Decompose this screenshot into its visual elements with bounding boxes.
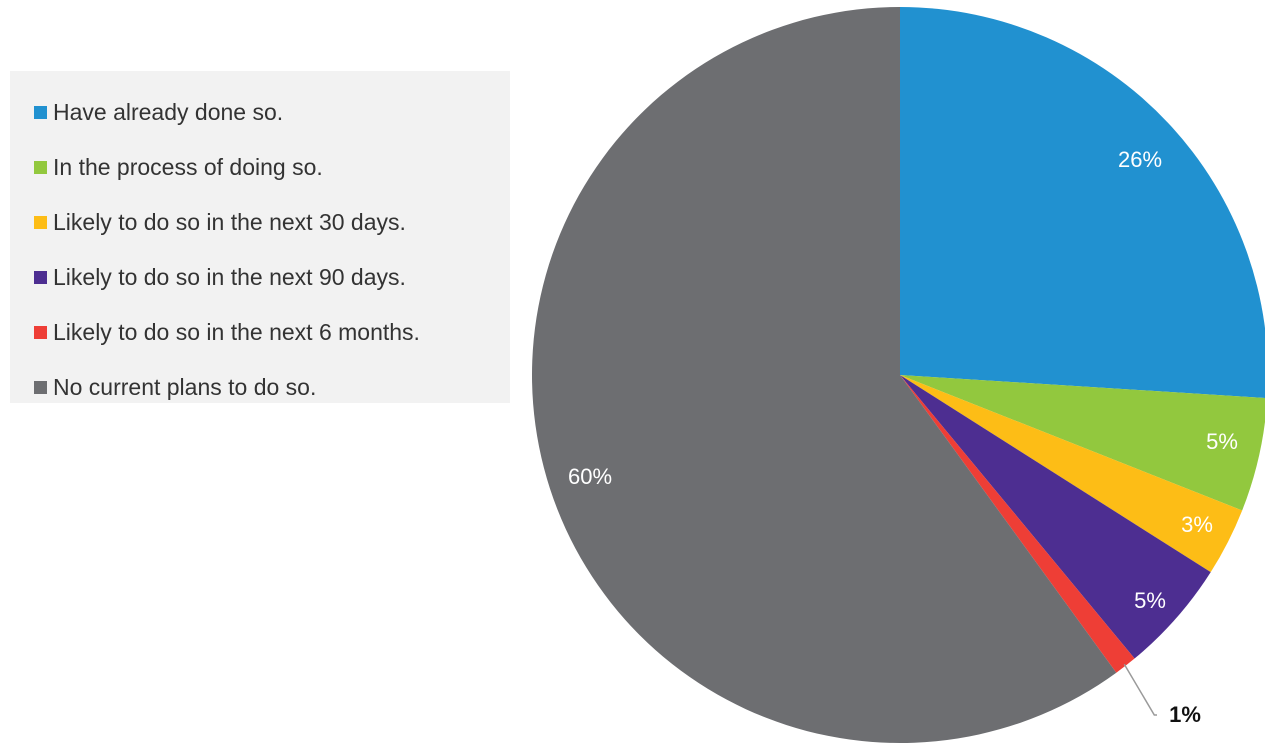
- pie-slice: [531, 7, 1117, 743]
- pie-slice: [900, 375, 1243, 573]
- slice-value-label: 1%: [1169, 702, 1201, 727]
- legend-swatch-yellow: [34, 216, 47, 229]
- legend-label: Have already done so.: [53, 99, 284, 125]
- legend-swatch-purple: [34, 271, 47, 284]
- legend-label: In the process of doing so.: [53, 154, 323, 180]
- legend-swatch-green: [34, 161, 47, 174]
- legend-item-have-already-done: Have already done so.: [34, 85, 510, 140]
- legend-item-next-30-days: Likely to do so in the next 30 days.: [34, 195, 510, 250]
- legend-item-in-process: In the process of doing so.: [34, 140, 510, 195]
- slice-value-label: 26%: [1118, 147, 1162, 172]
- legend-label: Likely to do so in the next 90 days.: [53, 264, 406, 290]
- legend-label: Likely to do so in the next 6 months.: [53, 319, 420, 345]
- legend-label: Likely to do so in the next 30 days.: [53, 209, 406, 235]
- legend-swatch-gray: [34, 381, 47, 394]
- slice-value-label: 60%: [568, 464, 612, 489]
- legend-swatch-red: [34, 326, 47, 339]
- pie-slice: [900, 375, 1211, 659]
- pie-slice: [900, 7, 1265, 398]
- slice-value-label: 5%: [1134, 588, 1166, 613]
- legend-item-next-90-days: Likely to do so in the next 90 days.: [34, 250, 510, 305]
- legend-label: No current plans to do so.: [53, 374, 317, 400]
- legend-item-next-6-months: Likely to do so in the next 6 months.: [34, 305, 510, 360]
- slice-value-label: 5%: [1206, 429, 1238, 454]
- legend-item-no-plans: No current plans to do so.: [34, 360, 510, 415]
- pie-slice: [900, 375, 1265, 511]
- pie-slice: [900, 375, 1135, 673]
- leader-line: [1123, 663, 1157, 716]
- legend-swatch-blue: [34, 106, 47, 119]
- chart-legend: Have already done so. In the process of …: [10, 71, 510, 403]
- slice-value-label: 3%: [1181, 512, 1213, 537]
